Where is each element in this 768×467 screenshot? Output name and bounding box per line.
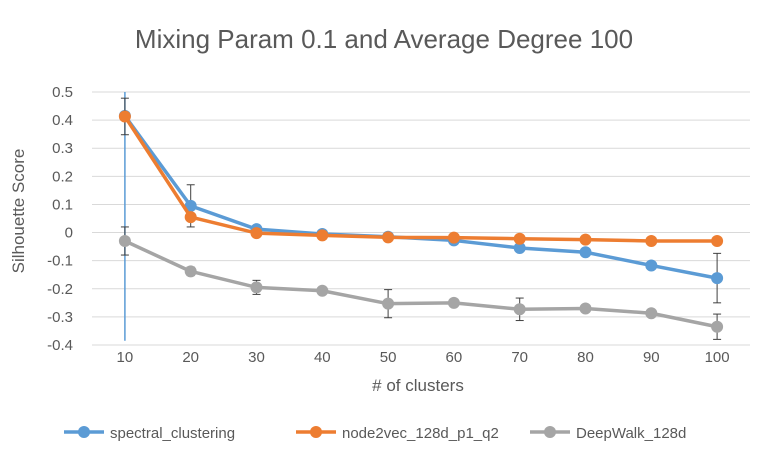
x-tick-label: 50 [380,349,397,366]
data-point [382,231,394,243]
legend-marker [310,426,322,438]
series-line [125,241,717,327]
data-point [316,229,328,241]
chart-title: Mixing Param 0.1 and Average Degree 100 [135,24,633,54]
legend-label: node2vec_128d_p1_q2 [342,425,499,442]
data-point [711,272,723,284]
legend: spectral_clustering node2vec_128d_p1_q2 De… [64,425,686,442]
y-tick-label: -0.2 [47,281,73,298]
data-point [645,307,657,319]
x-tick-label: 100 [705,349,730,366]
y-tick-label: 0.3 [52,140,73,157]
x-tick-label: 30 [248,349,265,366]
x-tick-label: 90 [643,349,660,366]
data-point [448,297,460,309]
series-layer [119,92,723,341]
y-tick-label: -0.1 [47,253,73,270]
x-axis-title: # of clusters [372,376,464,395]
data-point [185,211,197,223]
legend-label: DeepWalk_128d [576,425,686,442]
data-point [119,235,131,247]
y-tick-label: -0.4 [47,337,73,354]
data-point [711,321,723,333]
data-point [251,227,263,239]
data-point [645,235,657,247]
data-point [645,259,657,271]
data-point [514,303,526,315]
y-tick-label: 0.5 [52,84,73,101]
data-point [448,232,460,244]
legend-marker [544,426,556,438]
data-point [580,246,592,258]
data-point [251,281,263,293]
y-tick-label: -0.3 [47,309,73,326]
x-tick-labels: 10 20 30 40 50 60 70 80 90 100 [117,349,730,366]
x-tick-label: 40 [314,349,331,366]
data-point [711,235,723,247]
legend-item: node2vec_128d_p1_q2 [296,425,499,442]
x-tick-label: 70 [511,349,528,366]
y-tick-label: 0 [65,225,73,242]
x-tick-label: 10 [117,349,134,366]
data-point [580,302,592,314]
x-tick-label: 80 [577,349,594,366]
x-tick-label: 20 [182,349,199,366]
data-point [382,298,394,310]
series-2 [119,227,723,339]
y-tick-label: 0.4 [52,112,73,129]
x-tick-label: 60 [446,349,463,366]
series-line [125,116,717,278]
series-line [125,116,717,241]
y-tick-label: 0.2 [52,168,73,185]
legend-item: DeepWalk_128d [530,425,686,442]
y-tick-labels: 0.5 0.4 0.3 0.2 0.1 0 -0.1 -0.2 -0.3 -0.4 [47,84,73,354]
data-point [514,233,526,245]
y-tick-label: 0.1 [52,196,73,213]
y-axis-title: Silhouette Score [9,149,28,274]
legend-label: spectral_clustering [110,425,235,442]
data-point [119,110,131,122]
data-point [185,265,197,277]
data-point [580,234,592,246]
legend-item: spectral_clustering [64,425,235,442]
data-point [316,285,328,297]
legend-marker [78,426,90,438]
